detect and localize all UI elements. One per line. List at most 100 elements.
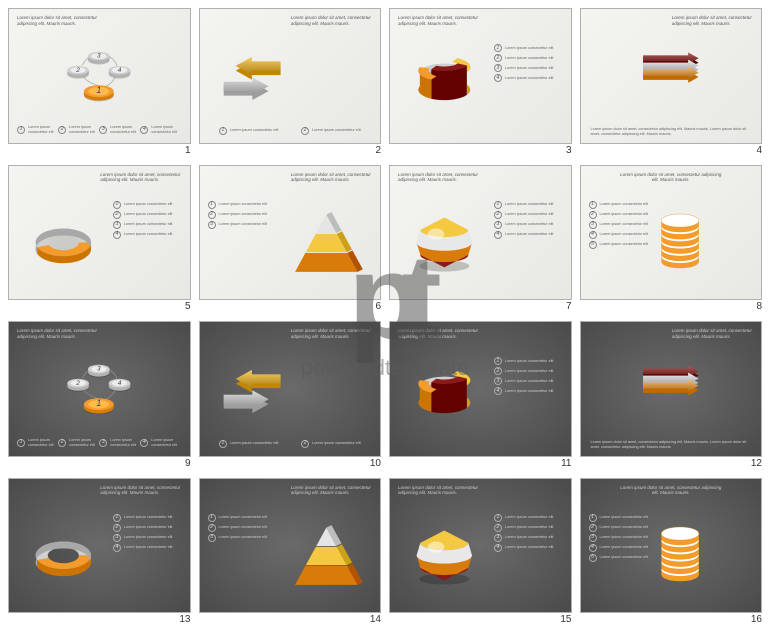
bullet-number-icon: 3 [494, 64, 502, 72]
bullet-text: Lorem ipsum consectetur elit [230, 441, 279, 446]
bullet-number-icon: 1 [589, 514, 597, 522]
bullet-text: Lorem ipsum consectetur elit [505, 46, 554, 51]
slide-thumbnail[interactable]: Lorem ipsum dolor sit amet, consectetur … [199, 321, 382, 457]
bullet-text: Lorem ipsum consectetur elit [151, 125, 181, 134]
slide-cell: Lorem ipsum dolor sit amet, consectetur … [389, 165, 572, 314]
slide-thumbnail[interactable]: Lorem ipsum dolor sit amet, consectetur … [8, 321, 191, 457]
bullet-list: 1 Lorem ipsum consectetur elit 2 Lorem i… [589, 514, 658, 564]
bullet-number-icon: 4 [494, 387, 502, 395]
bullet-item: 3 Lorem ipsum consectetur elit [99, 125, 140, 134]
bullet-text: Lorem ipsum consectetur elit [505, 545, 554, 550]
slide-number: 15 [389, 613, 572, 626]
bullet-item: 1 Lorem ipsum consectetur elit [494, 514, 563, 522]
bullet-number-icon: 2 [494, 54, 502, 62]
bullet-number-icon: 3 [494, 377, 502, 385]
bullet-text: Lorem ipsum consectetur elit [600, 202, 649, 207]
bullet-item: 2 Lorem ipsum consectetur elit [58, 438, 99, 447]
slide-thumbnail[interactable]: Lorem ipsum dolor sit amet, consectetur … [8, 165, 191, 301]
bullet-list: 1 Lorem ipsum consectetur elit 2 Lorem i… [208, 440, 373, 450]
bullet-item: 2 Lorem ipsum consectetur elit [494, 367, 563, 375]
bullet-number-icon: 4 [113, 544, 121, 552]
slide-thumbnail[interactable]: Lorem ipsum dolor sit amet, consectetur … [8, 478, 191, 614]
bullet-text: Lorem ipsum consectetur elit [219, 202, 268, 207]
bullet-item: 1 Lorem ipsum consectetur elit [494, 44, 563, 52]
bullet-number-icon: 4 [589, 544, 597, 552]
slide-number: 4 [580, 144, 763, 157]
bullet-number-icon: 1 [113, 201, 121, 209]
bullet-number-icon: 3 [494, 534, 502, 542]
bullet-item: 1 Lorem ipsum consectetur elit [494, 357, 563, 365]
bullet-text: Lorem ipsum consectetur elit [505, 535, 554, 540]
bullet-item: 3 Lorem ipsum consectetur elit [589, 534, 658, 542]
svg-text:2: 2 [76, 379, 81, 386]
slide-header-text: Lorem ipsum dolor sit amet, consectetur … [398, 328, 479, 340]
bullet-item: 1 Lorem ipsum consectetur elit [208, 201, 277, 209]
bullet-list: 1 Lorem ipsum consectetur elit 2 Lorem i… [589, 201, 658, 251]
slide-header-text: Lorem ipsum dolor sit amet, consectetur … [17, 328, 98, 340]
bullet-item: 2 Lorem ipsum consectetur elit [494, 524, 563, 532]
slide-graphic-arrow_big [595, 346, 747, 418]
bullet-text: Lorem ipsum consectetur elit [600, 232, 649, 237]
bullet-item: 4 Lorem ipsum consectetur elit [113, 544, 182, 552]
slide-thumbnail[interactable]: Lorem ipsum dolor sit amet, consectetur … [580, 8, 763, 144]
bullet-number-icon: 3 [589, 221, 597, 229]
bullet-item: 2 Lorem ipsum consectetur elit [589, 211, 658, 219]
slide-header-text: Lorem ipsum dolor sit amet, consectetur … [17, 15, 98, 27]
bullet-number-icon: 2 [58, 439, 66, 447]
slide-thumbnail[interactable]: Lorem ipsum dolor sit amet, consectetur … [580, 321, 763, 457]
bullet-text: Lorem ipsum consectetur elit [124, 212, 173, 217]
slide-thumbnail[interactable]: Lorem ipsum dolor sit amet, consectetur … [199, 8, 382, 144]
slide-thumbnail[interactable]: Lorem ipsum dolor sit amet, consectetur … [389, 321, 572, 457]
slide-thumbnail[interactable]: Lorem ipsum dolor sit amet, consectetur … [389, 165, 572, 301]
svg-text:3: 3 [97, 365, 101, 372]
bullet-item: 4 Lorem ipsum consectetur elit [589, 544, 658, 552]
bullet-item: 2 Lorem ipsum consectetur elit [113, 211, 182, 219]
bullet-text: Lorem ipsum consectetur elit [505, 56, 554, 61]
bullet-text: Lorem ipsum consectetur elit [28, 438, 58, 447]
slide-header-text: Lorem ipsum dolor sit amet, consectetur … [291, 172, 372, 184]
bullet-number-icon: 1 [208, 514, 216, 522]
bullet-item: 4 Lorem ipsum consectetur elit [494, 74, 563, 82]
bullet-number-icon: 5 [589, 554, 597, 562]
slide-thumbnail[interactable]: Lorem ipsum dolor sit amet, consectetur … [389, 8, 572, 144]
svg-text:1: 1 [97, 85, 102, 95]
bullet-number-icon: 3 [208, 534, 216, 542]
bullet-text: Lorem ipsum consectetur elit [505, 389, 554, 394]
bullet-number-icon: 2 [589, 524, 597, 532]
bullet-text: Lorem ipsum consectetur elit [124, 222, 173, 227]
slide-cell: Lorem ipsum dolor sit amet, consectetur … [389, 8, 572, 157]
bullet-item: 2 Lorem ipsum consectetur elit [208, 524, 277, 532]
bullet-list: 1 Lorem ipsum consectetur elit 2 Lorem i… [208, 201, 277, 231]
bullet-number-icon: 3 [589, 534, 597, 542]
bullet-item: 5 Lorem ipsum consectetur elit [589, 554, 658, 562]
slide-thumbnail[interactable]: Lorem ipsum dolor sit amet, consectetur … [8, 8, 191, 144]
bullet-text: Lorem ipsum consectetur elit [69, 438, 99, 447]
slide-thumbnail[interactable]: Lorem ipsum dolor sit amet, consectetur … [580, 165, 763, 301]
slide-thumbnail[interactable]: Lorem ipsum dolor sit amet, consectetur … [580, 478, 763, 614]
svg-text:4: 4 [118, 66, 122, 73]
slide-number: 8 [580, 300, 763, 313]
bullet-text: Lorem ipsum consectetur elit [219, 535, 268, 540]
bullet-item: 3 Lorem ipsum consectetur elit [113, 534, 182, 542]
slide-thumbnail[interactable]: Lorem ipsum dolor sit amet, consectetur … [389, 478, 572, 614]
bullet-number-icon: 3 [99, 439, 107, 447]
slide-cell: Lorem ipsum dolor sit amet, consectetur … [199, 478, 382, 627]
bullet-list: 1 Lorem ipsum consectetur elit 2 Lorem i… [494, 201, 563, 241]
bullet-item: 4 Lorem ipsum consectetur elit [140, 125, 181, 134]
bullet-item: 4 Lorem ipsum consectetur elit [113, 231, 182, 239]
bullet-number-icon: 4 [494, 231, 502, 239]
slide-number: 10 [199, 457, 382, 470]
slide-cell: Lorem ipsum dolor sit amet, consectetur … [199, 321, 382, 470]
bullet-text: Lorem ipsum consectetur elit [110, 438, 140, 447]
slide-header-text: Lorem ipsum dolor sit amet, consectetur … [672, 15, 753, 27]
slide-graphic-arrows [209, 351, 299, 431]
slide-thumbnail[interactable]: Lorem ipsum dolor sit amet, consectetur … [199, 165, 382, 301]
bullet-number-icon: 2 [494, 367, 502, 375]
slide-thumbnail[interactable]: Lorem ipsum dolor sit amet, consectetur … [199, 478, 382, 614]
slide-graphic-arrow_big [595, 33, 747, 105]
slide-graphic-ring3d [401, 42, 488, 129]
bullet-item: 3 Lorem ipsum consectetur elit [208, 221, 277, 229]
bullet-item: 3 Lorem ipsum consectetur elit [494, 221, 563, 229]
bullet-text: Lorem ipsum consectetur elit [505, 359, 554, 364]
svg-text:3: 3 [97, 52, 101, 59]
